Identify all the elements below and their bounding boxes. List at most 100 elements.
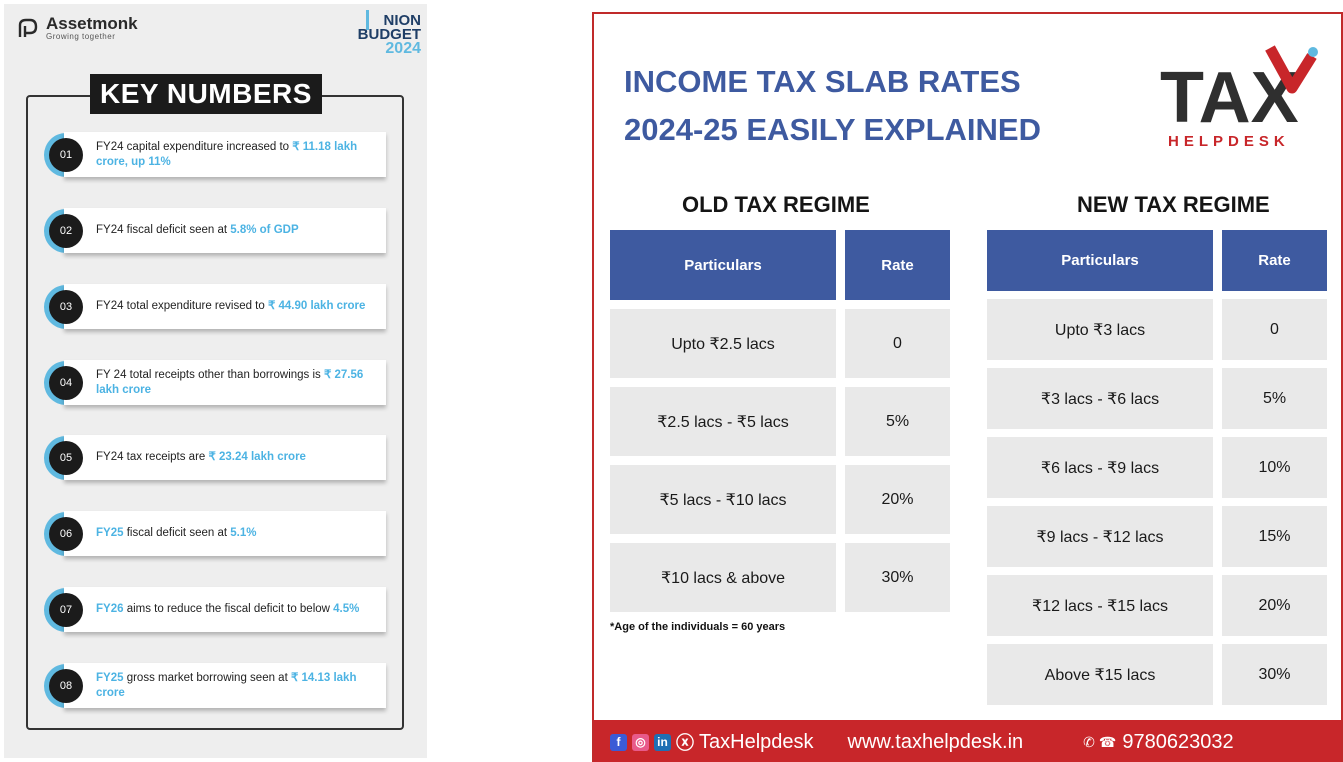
item-text-plain: FY 24 total receipts other than borrowin… <box>96 368 324 381</box>
key-item: 05 FY24 tax receipts are ₹ 23.24 lakh cr… <box>44 435 386 480</box>
new-row-rate: 30% <box>1222 644 1327 705</box>
old-row-rate: 20% <box>845 465 950 534</box>
instagram-icon[interactable]: ◎ <box>632 733 649 751</box>
item-text: FY25 fiscal deficit seen at 5.1% <box>64 511 386 556</box>
item-text-plain: aims to reduce the fiscal deficit to bel… <box>123 603 334 615</box>
old-row-particulars: ₹2.5 lacs - ₹5 lacs <box>610 387 836 456</box>
item-text-highlight: FY25 <box>96 671 124 684</box>
item-text-highlight: ₹ 44.90 lakh crore <box>267 300 366 312</box>
item-text: FY24 tax receipts are ₹ 23.24 lakh crore <box>64 435 386 480</box>
key-numbers-title: KEY NUMBERS <box>90 74 322 114</box>
new-row-particulars: Upto ₹3 lacs <box>987 299 1213 360</box>
assetmonk-logo-icon <box>18 18 38 37</box>
item-text: FY24 capital expenditure increased to ₹ … <box>64 132 386 177</box>
key-item: 01 FY24 capital expenditure increased to… <box>44 132 386 177</box>
new-row-particulars: ₹3 lacs - ₹6 lacs <box>987 368 1213 429</box>
item-text-highlight: 5.8% of GDP <box>230 224 299 236</box>
budget-year: 2024 <box>385 40 421 57</box>
new-row-particulars: Above ₹15 lacs <box>987 644 1213 705</box>
union-budget-logo: NION BUDGET 2024 <box>357 12 422 57</box>
new-row-rate: 20% <box>1222 575 1327 636</box>
item-text-plain: FY24 capital expenditure increased to <box>96 140 293 153</box>
item-text-plain: FY24 fiscal deficit seen at <box>96 224 231 236</box>
key-item: 07 FY26 aims to reduce the fiscal defici… <box>44 587 386 632</box>
new-row-particulars: ₹9 lacs - ₹12 lacs <box>987 506 1213 567</box>
logo-text: TAX <box>1160 58 1299 138</box>
title-line1: INCOME TAX SLAB RATES <box>624 64 1021 99</box>
new-regime-title: NEW TAX REGIME <box>1077 192 1270 217</box>
new-row-rate: 5% <box>1222 368 1327 429</box>
item-text-highlight: 5.1% <box>230 527 257 539</box>
phone-icon: ☎ <box>1098 733 1117 750</box>
old-regime-title: OLD TAX REGIME <box>682 192 870 217</box>
new-header-rate: Rate <box>1222 230 1327 291</box>
item-number: 05 <box>49 441 83 475</box>
whatsapp-icon: ✆ <box>1083 733 1095 750</box>
budget-logo-bar <box>366 10 369 30</box>
old-row-rate: 5% <box>845 387 950 456</box>
old-row-rate: 30% <box>845 543 950 612</box>
new-row-rate: 10% <box>1222 437 1327 498</box>
assetmonk-brand: Assetmonk Growing together <box>16 14 138 41</box>
item-text-plain: FY24 tax receipts are <box>96 451 209 463</box>
item-text-highlight: FY25 <box>96 527 124 539</box>
item-text-highlight: ₹ 11.18 lakh crore, up 11% <box>96 140 358 168</box>
footer-bar: f ◎ in ⓧ TaxHelpdesk www.taxhelpdesk.in … <box>594 720 1341 762</box>
linkedin-icon[interactable]: in <box>654 733 671 751</box>
facebook-icon[interactable]: f <box>610 733 627 751</box>
logo-sub: HELPDESK <box>1168 133 1290 150</box>
brand-name: Assetmonk <box>46 14 138 33</box>
item-text: FY 24 total receipts other than borrowin… <box>64 360 386 405</box>
budget-line1: NION <box>383 12 422 29</box>
item-number: 07 <box>49 593 83 627</box>
key-numbers-frame <box>26 95 404 730</box>
new-row-rate: 15% <box>1222 506 1327 567</box>
old-row-particulars: ₹5 lacs - ₹10 lacs <box>610 465 836 534</box>
item-text: FY25 gross market borrowing seen at ₹ 14… <box>64 663 386 708</box>
key-item: 02 FY24 fiscal deficit seen at 5.8% of G… <box>44 208 386 253</box>
item-text-plain: FY24 total expenditure revised to <box>96 300 268 312</box>
item-text-highlight: 4.5% <box>333 603 360 615</box>
footer-handle[interactable]: TaxHelpdesk <box>699 730 814 753</box>
title-line2: 2024-25 EASILY EXPLAINED <box>624 112 1041 147</box>
item-text-plain: gross market borrowing seen at <box>123 671 291 684</box>
key-item: 03 FY24 total expenditure revised to ₹ 4… <box>44 284 386 329</box>
footer-website[interactable]: www.taxhelpdesk.in <box>847 730 1024 753</box>
x-icon[interactable]: ⓧ <box>676 733 694 753</box>
old-header-particulars: Particulars <box>610 230 836 300</box>
new-row-particulars: ₹6 lacs - ₹9 lacs <box>987 437 1213 498</box>
key-item: 06 FY25 fiscal deficit seen at 5.1% <box>44 511 386 556</box>
item-text-highlight: ₹ 23.24 lakh crore <box>208 451 306 463</box>
item-number: 02 <box>49 214 83 248</box>
tax-slab-card: INCOME TAX SLAB RATES 2024-25 EASILY EXP… <box>592 12 1343 762</box>
old-row-rate: 0 <box>845 309 950 378</box>
new-header-particulars: Particulars <box>987 230 1213 291</box>
brand-tagline: Growing together <box>46 32 116 41</box>
key-item: 04 FY 24 total receipts other than borro… <box>44 360 386 405</box>
new-row-rate: 0 <box>1222 299 1327 360</box>
item-number: 04 <box>49 366 83 400</box>
budget-line2: BUDGET <box>357 26 421 43</box>
item-text: FY24 total expenditure revised to ₹ 44.9… <box>64 284 386 329</box>
old-header-rate: Rate <box>845 230 950 300</box>
new-row-particulars: ₹12 lacs - ₹15 lacs <box>987 575 1213 636</box>
tax-slab-title: INCOME TAX SLAB RATES 2024-25 EASILY EXP… <box>624 58 1041 154</box>
old-row-particulars: ₹10 lacs & above <box>610 543 836 612</box>
item-number: 03 <box>49 290 83 324</box>
item-number: 01 <box>49 138 83 172</box>
key-item: 08 FY25 gross market borrowing seen at ₹… <box>44 663 386 708</box>
old-row-particulars: Upto ₹2.5 lacs <box>610 309 836 378</box>
item-text-plain: fiscal deficit seen at <box>123 527 231 539</box>
key-numbers-card: Assetmonk Growing together NION BUDGET 2… <box>4 4 427 758</box>
item-number: 08 <box>49 669 83 703</box>
footer-phone[interactable]: 9780623032 <box>1122 730 1234 753</box>
age-note: *Age of the individuals = 60 years <box>610 621 786 633</box>
item-text-highlight: ₹ 27.56 lakh crore <box>96 368 364 396</box>
item-text-highlight: FY26 <box>96 603 124 615</box>
tax-helpdesk-logo: TAX HELPDESK <box>1160 45 1318 150</box>
item-text: FY26 aims to reduce the fiscal deficit t… <box>64 587 386 632</box>
item-text: FY24 fiscal deficit seen at 5.8% of GDP <box>64 208 386 253</box>
item-text-highlight: ₹ 14.13 lakh crore <box>96 671 357 699</box>
item-number: 06 <box>49 517 83 551</box>
